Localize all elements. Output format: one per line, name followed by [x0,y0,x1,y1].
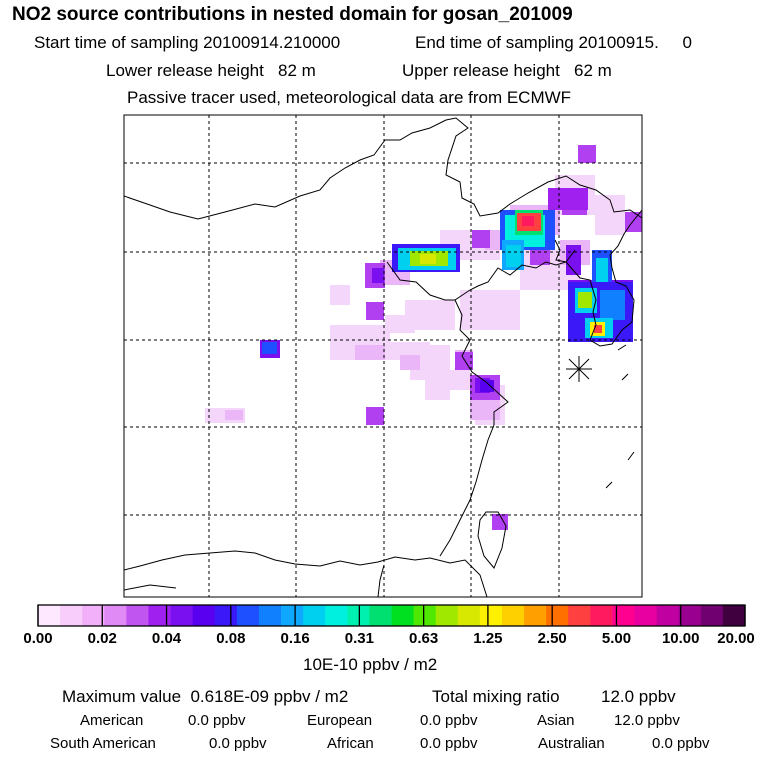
colorbar-segment [214,605,238,626]
total-mixing-ratio-value: 12.0 ppbv [601,687,676,706]
colorbar-segment [281,605,304,626]
european-value: 0.0 ppbv [420,712,478,729]
colorbar-tick-label: 0.04 [151,630,182,647]
upper-release-label: Upper release height 62 m [402,61,612,80]
colorbar-segment [347,605,370,626]
colorbar-segment [391,605,415,626]
colorbar-segment [413,605,437,626]
colorbar-segment [369,605,392,626]
total-mixing-ratio-label: Total mixing ratio [432,687,560,706]
colorbar-segment [479,605,503,626]
colorbar-segment [612,605,636,626]
plot-title: NO2 source contributions in nested domai… [12,4,573,25]
european-label: European [307,712,373,729]
colorbar-segment [104,605,127,626]
start-time-label: Start time of sampling 20100914.210000 [34,33,341,52]
colorbar-tick-label: 0.31 [344,630,374,647]
colorbar-tick-label: 0.00 [23,630,53,647]
australian-label: Australian [538,735,605,752]
colorbar-segment [656,605,680,626]
colorbar-tick-label: 0.02 [87,630,117,647]
coastlines [124,117,642,597]
colorbar-segment [126,605,149,626]
colorbar-segment [325,605,348,626]
colorbar [37,604,746,627]
australian-value: 0.0 ppbv [652,735,710,752]
colorbar-segment [60,605,83,626]
colorbar-tick-label: 1.25 [473,630,503,647]
asian-label: Asian [537,712,575,729]
colorbar-frame [37,604,746,627]
colorbar-units: 10E-10 ppbv / m2 [303,655,438,674]
african-value: 0.0 ppbv [420,735,478,752]
colorbar-segment [170,605,194,626]
colorbar-segment [634,605,658,626]
colorbar-tick-label: 5.00 [601,630,632,647]
colorbar-segment [568,605,591,626]
south-american-value: 0.0 ppbv [209,735,267,752]
maximum-value-label: Maximum value 0.618E-09 ppbv / m2 [62,687,349,706]
lower-release-label: Lower release height 82 m [106,61,316,80]
end-time-label: End time of sampling 20100915. 0 [415,33,692,52]
colorbar-tick-label: 0.16 [280,630,310,647]
african-label: African [327,735,374,752]
colorbar-tick-label: 0.08 [216,630,246,647]
colorbar-segment [82,605,105,626]
colorbar-segment [590,605,613,626]
asian-value: 12.0 ppbv [614,712,680,729]
colorbar-segment [457,605,481,626]
colorbar-segment [303,605,326,626]
colorbar-segment [700,605,724,626]
colorbar-segment [524,605,547,626]
colorbar-segment [546,605,569,626]
colorbar-segment [192,605,216,626]
south-american-label: South American [50,735,156,752]
colorbar-segment [722,605,746,626]
tracer-info-label: Passive tracer used, meteorological data… [127,88,572,107]
colorbar-segment [38,605,61,626]
receptor-star-icon [566,356,592,382]
colorbar-tick-label: 0.63 [409,630,439,647]
colorbar-tick-label: 20.00 [717,630,755,647]
colorbar-segment [258,605,282,626]
map-frame [123,114,643,598]
colorbar-segment [678,605,702,626]
concentration-field [205,145,642,530]
colorbar-segment [501,605,525,626]
colorbar-tick-label: 10.00 [661,630,700,647]
american-value: 0.0 ppbv [188,712,246,729]
colorbar-segment [435,605,459,626]
colorbar-segment [236,605,260,626]
colorbar-segment [148,605,172,626]
lat-lon-grid [124,115,642,597]
american-label: American [80,712,144,729]
intense-clusters [262,188,633,392]
colorbar-tick-label: 2.50 [537,630,567,647]
